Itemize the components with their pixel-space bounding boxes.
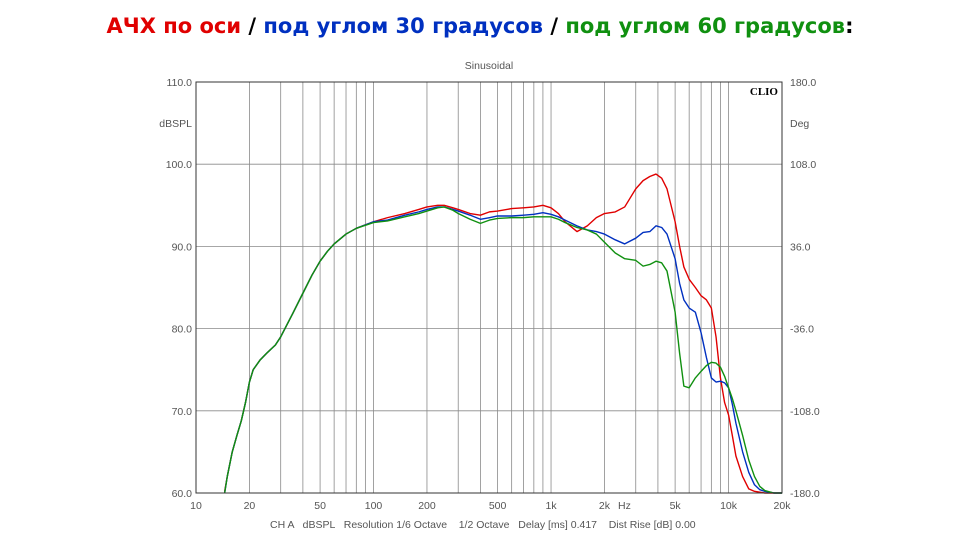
chart-footer: CH A dBSPL Resolution 1/6 Octave 1/2 Oct… <box>270 519 696 531</box>
x-tick-label: 1k <box>545 500 557 512</box>
y-tick-label: 80.0 <box>172 324 193 336</box>
x-tick-label: 2k <box>599 500 611 512</box>
heading-segment: АЧХ по оси <box>106 14 242 38</box>
y-right-tick-label: -108.0 <box>790 406 820 418</box>
y-tick-label: 90.0 <box>172 241 193 253</box>
heading-segment: под углом 60 градусов <box>565 14 846 38</box>
y-tick-label: 60.0 <box>172 488 193 500</box>
chart-title: Sinusoidal <box>465 60 513 72</box>
x-tick-label: 20k <box>774 500 792 512</box>
x-tick-label: 200 <box>418 500 436 512</box>
y-right-tick-label: 180.0 <box>790 77 816 89</box>
y-right-tick-label: 108.0 <box>790 159 816 171</box>
x-tick-label: 10k <box>720 500 738 512</box>
y-tick-label: 70.0 <box>172 406 193 418</box>
x-tick-label: 20 <box>244 500 256 512</box>
y-tick-label: 100.0 <box>166 159 192 171</box>
heading-segment: / <box>543 14 566 38</box>
plot-frame <box>195 81 783 494</box>
y-right-tick-label: -180.0 <box>790 488 820 500</box>
heading-segment: под углом 30 градусов <box>263 14 544 38</box>
x-tick-label: 500 <box>489 500 507 512</box>
heading-segment: / <box>241 14 264 38</box>
x-tick-label: 10 <box>190 500 202 512</box>
y-right-tick-label: -36.0 <box>790 324 814 336</box>
x-axis-label: Hz <box>618 500 631 512</box>
plot-area <box>196 82 782 493</box>
heading-segment: : <box>845 14 854 38</box>
y-tick-label: 110.0 <box>167 77 193 89</box>
y-right-tick-label: 36.0 <box>790 241 811 253</box>
x-tick-label: 50 <box>314 500 326 512</box>
x-tick-label: 100 <box>365 500 383 512</box>
clio-logo: CLIO <box>750 86 779 98</box>
y-axis-label: dBSPL <box>159 118 192 130</box>
x-tick-label: 5k <box>670 500 682 512</box>
series-line <box>223 206 782 494</box>
page-heading: АЧХ по оси / под углом 30 градусов / под… <box>0 14 960 38</box>
y-right-axis-label: Deg <box>790 118 809 130</box>
